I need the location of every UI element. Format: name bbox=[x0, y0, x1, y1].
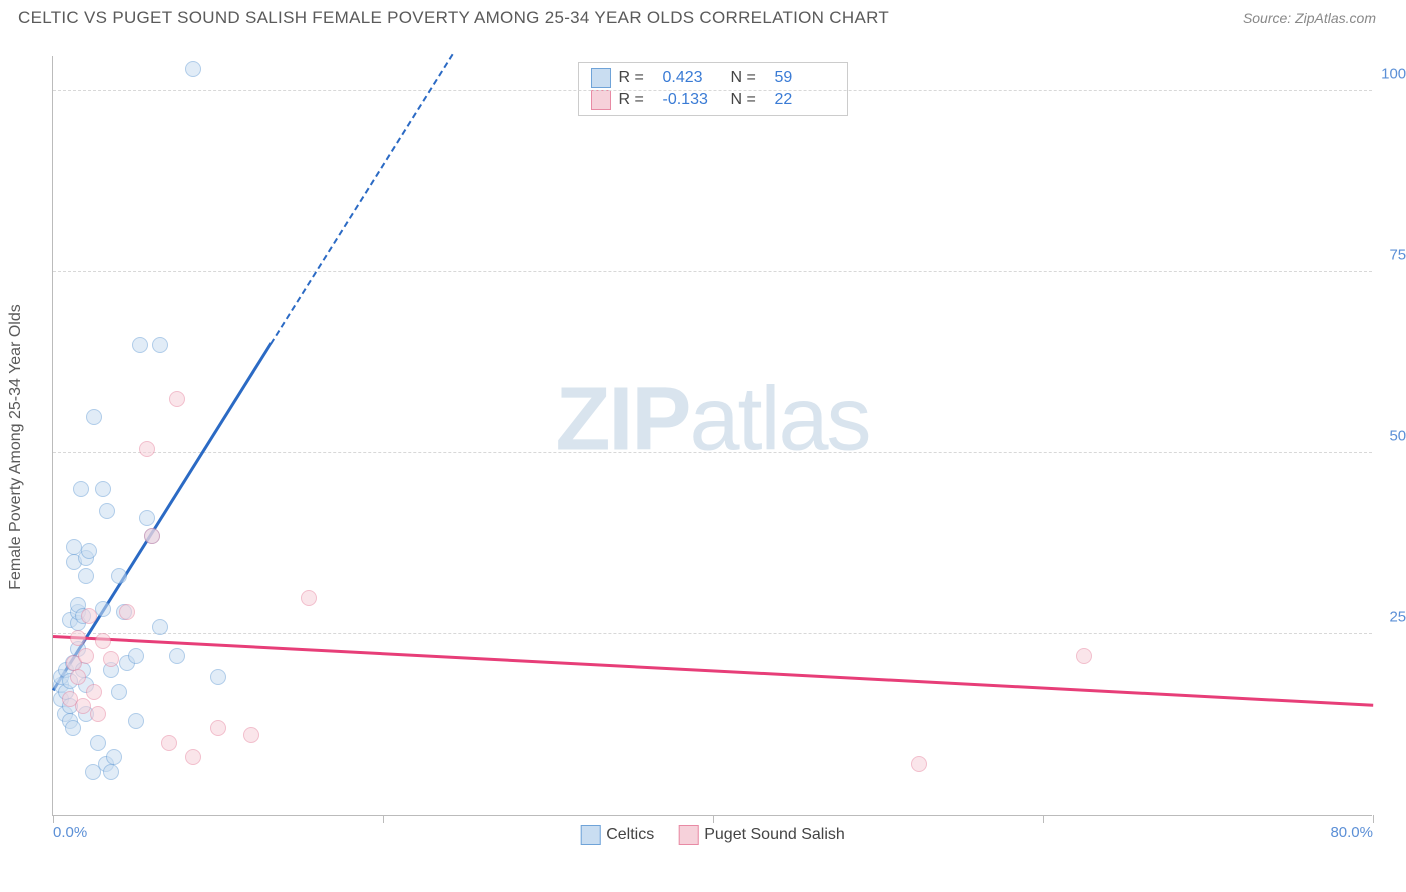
data-point bbox=[128, 648, 144, 664]
gridline bbox=[53, 452, 1372, 453]
data-point bbox=[78, 648, 94, 664]
data-point bbox=[128, 713, 144, 729]
data-point bbox=[78, 568, 94, 584]
x-tick bbox=[1373, 815, 1374, 823]
y-tick-label: 100.0% bbox=[1381, 66, 1406, 83]
data-point bbox=[106, 749, 122, 765]
legend-r-label: R = bbox=[619, 69, 655, 87]
legend-swatch bbox=[678, 825, 698, 845]
legend-swatch bbox=[591, 68, 611, 88]
data-point bbox=[73, 481, 89, 497]
gridline bbox=[53, 271, 1372, 272]
x-tick-label: 80.0% bbox=[1330, 824, 1373, 841]
legend-n-label: N = bbox=[731, 91, 767, 109]
data-point bbox=[185, 61, 201, 77]
series-legend: Celtics Puget Sound Salish bbox=[580, 825, 845, 845]
x-tick bbox=[383, 815, 384, 823]
data-point bbox=[81, 608, 97, 624]
data-point bbox=[103, 651, 119, 667]
legend-r-value: -0.133 bbox=[663, 91, 723, 109]
data-point bbox=[132, 337, 148, 353]
trend-line bbox=[270, 53, 453, 344]
legend-item: Celtics bbox=[580, 825, 654, 845]
chart-area: Female Poverty Among 25-34 Year Olds ZIP… bbox=[44, 48, 1384, 828]
data-point bbox=[95, 633, 111, 649]
data-point bbox=[81, 543, 97, 559]
data-point bbox=[301, 590, 317, 606]
data-point bbox=[152, 337, 168, 353]
data-point bbox=[144, 528, 160, 544]
y-axis-label: Female Poverty Among 25-34 Year Olds bbox=[7, 304, 25, 590]
data-point bbox=[139, 510, 155, 526]
gridline bbox=[53, 633, 1372, 634]
watermark: ZIPatlas bbox=[555, 369, 869, 472]
source-label: Source: ZipAtlas.com bbox=[1243, 10, 1376, 26]
data-point bbox=[111, 568, 127, 584]
correlation-legend: R = 0.423 N = 59 R = -0.133 N = 22 bbox=[578, 62, 848, 116]
data-point bbox=[86, 409, 102, 425]
x-tick bbox=[713, 815, 714, 823]
legend-n-value: 59 bbox=[775, 69, 835, 87]
data-point bbox=[95, 481, 111, 497]
legend-row: R = 0.423 N = 59 bbox=[591, 67, 835, 89]
data-point bbox=[152, 619, 168, 635]
data-point bbox=[86, 684, 102, 700]
gridline bbox=[53, 90, 1372, 91]
data-point bbox=[139, 441, 155, 457]
y-tick-label: 25.0% bbox=[1389, 609, 1406, 626]
legend-row: R = -0.133 N = 22 bbox=[591, 89, 835, 111]
legend-r-label: R = bbox=[619, 91, 655, 109]
data-point bbox=[210, 720, 226, 736]
legend-item: Puget Sound Salish bbox=[678, 825, 845, 845]
data-point bbox=[169, 391, 185, 407]
data-point bbox=[90, 735, 106, 751]
data-point bbox=[911, 756, 927, 772]
data-point bbox=[99, 503, 115, 519]
data-point bbox=[65, 720, 81, 736]
legend-n-value: 22 bbox=[775, 91, 835, 109]
data-point bbox=[75, 698, 91, 714]
y-tick-label: 50.0% bbox=[1389, 428, 1406, 445]
data-point bbox=[1076, 648, 1092, 664]
x-tick bbox=[53, 815, 54, 823]
trend-line bbox=[53, 635, 1373, 706]
data-point bbox=[243, 727, 259, 743]
data-point bbox=[119, 604, 135, 620]
data-point bbox=[161, 735, 177, 751]
data-point bbox=[210, 669, 226, 685]
data-point bbox=[169, 648, 185, 664]
data-point bbox=[70, 669, 86, 685]
data-point bbox=[70, 630, 86, 646]
legend-swatch bbox=[591, 90, 611, 110]
x-tick-label: 0.0% bbox=[53, 824, 87, 841]
legend-swatch bbox=[580, 825, 600, 845]
legend-r-value: 0.423 bbox=[663, 69, 723, 87]
x-tick bbox=[1043, 815, 1044, 823]
legend-n-label: N = bbox=[731, 69, 767, 87]
data-point bbox=[90, 706, 106, 722]
legend-label: Puget Sound Salish bbox=[704, 826, 845, 843]
data-point bbox=[111, 684, 127, 700]
chart-title: CELTIC VS PUGET SOUND SALISH FEMALE POVE… bbox=[18, 8, 889, 28]
y-tick-label: 75.0% bbox=[1389, 247, 1406, 264]
data-point bbox=[103, 764, 119, 780]
scatter-plot: ZIPatlas R =0.423N =59R =-0.133N =22 Cel… bbox=[52, 56, 1372, 816]
legend-label: Celtics bbox=[606, 826, 654, 843]
data-point bbox=[185, 749, 201, 765]
